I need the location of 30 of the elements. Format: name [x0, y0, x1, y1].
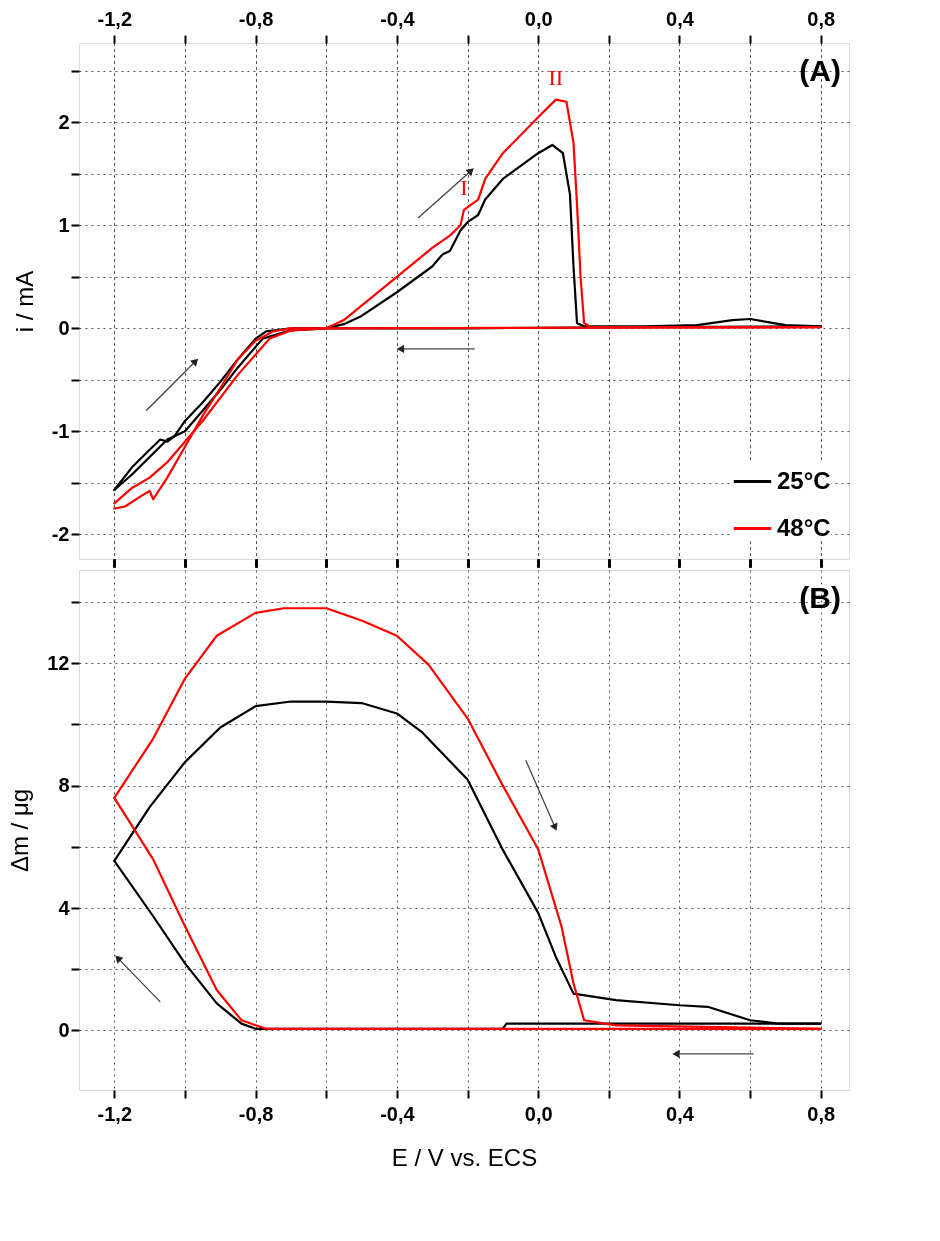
x2-tick-label: 0,4 [666, 7, 695, 30]
y-tick-label: 2 [58, 110, 70, 133]
x-tick-label: 0,8 [807, 1102, 836, 1125]
annotation: I [460, 174, 468, 200]
y-tick-label: 1 [58, 213, 70, 236]
x2-tick-label: -0,4 [380, 7, 416, 30]
legend-label: 48°C [777, 513, 831, 541]
y-tick-label: 0 [58, 316, 70, 339]
y-axis-title: Δm / μg [6, 788, 34, 873]
x2-tick-label: -1,2 [97, 7, 133, 30]
y-tick-label: -1 [51, 419, 70, 442]
y-tick-label: 8 [58, 774, 70, 797]
y-tick-label: 12 [47, 651, 70, 674]
x2-tick-label: 0,8 [807, 7, 836, 30]
annotation: (A) [799, 54, 841, 87]
annotation: (B) [799, 581, 841, 614]
y-axis-title: i / mA [10, 270, 38, 333]
x-tick-label: 0,4 [666, 1102, 695, 1125]
x-tick-label: 0,0 [524, 1102, 553, 1125]
legend-label: 25°C [777, 466, 831, 494]
x2-tick-label: -0,8 [238, 7, 274, 30]
annotation: II [548, 64, 564, 90]
x-tick-label: -1,2 [97, 1102, 133, 1125]
y-tick-label: 4 [58, 896, 71, 919]
x-tick-label: -0,8 [238, 1102, 274, 1125]
x2-tick-label: 0,0 [524, 7, 553, 30]
y-tick-label: 0 [58, 1018, 70, 1041]
x-tick-label: -0,4 [380, 1102, 416, 1125]
y-tick-label: -2 [51, 522, 70, 545]
x-axis-title: E / V vs. ECS [391, 1143, 538, 1171]
